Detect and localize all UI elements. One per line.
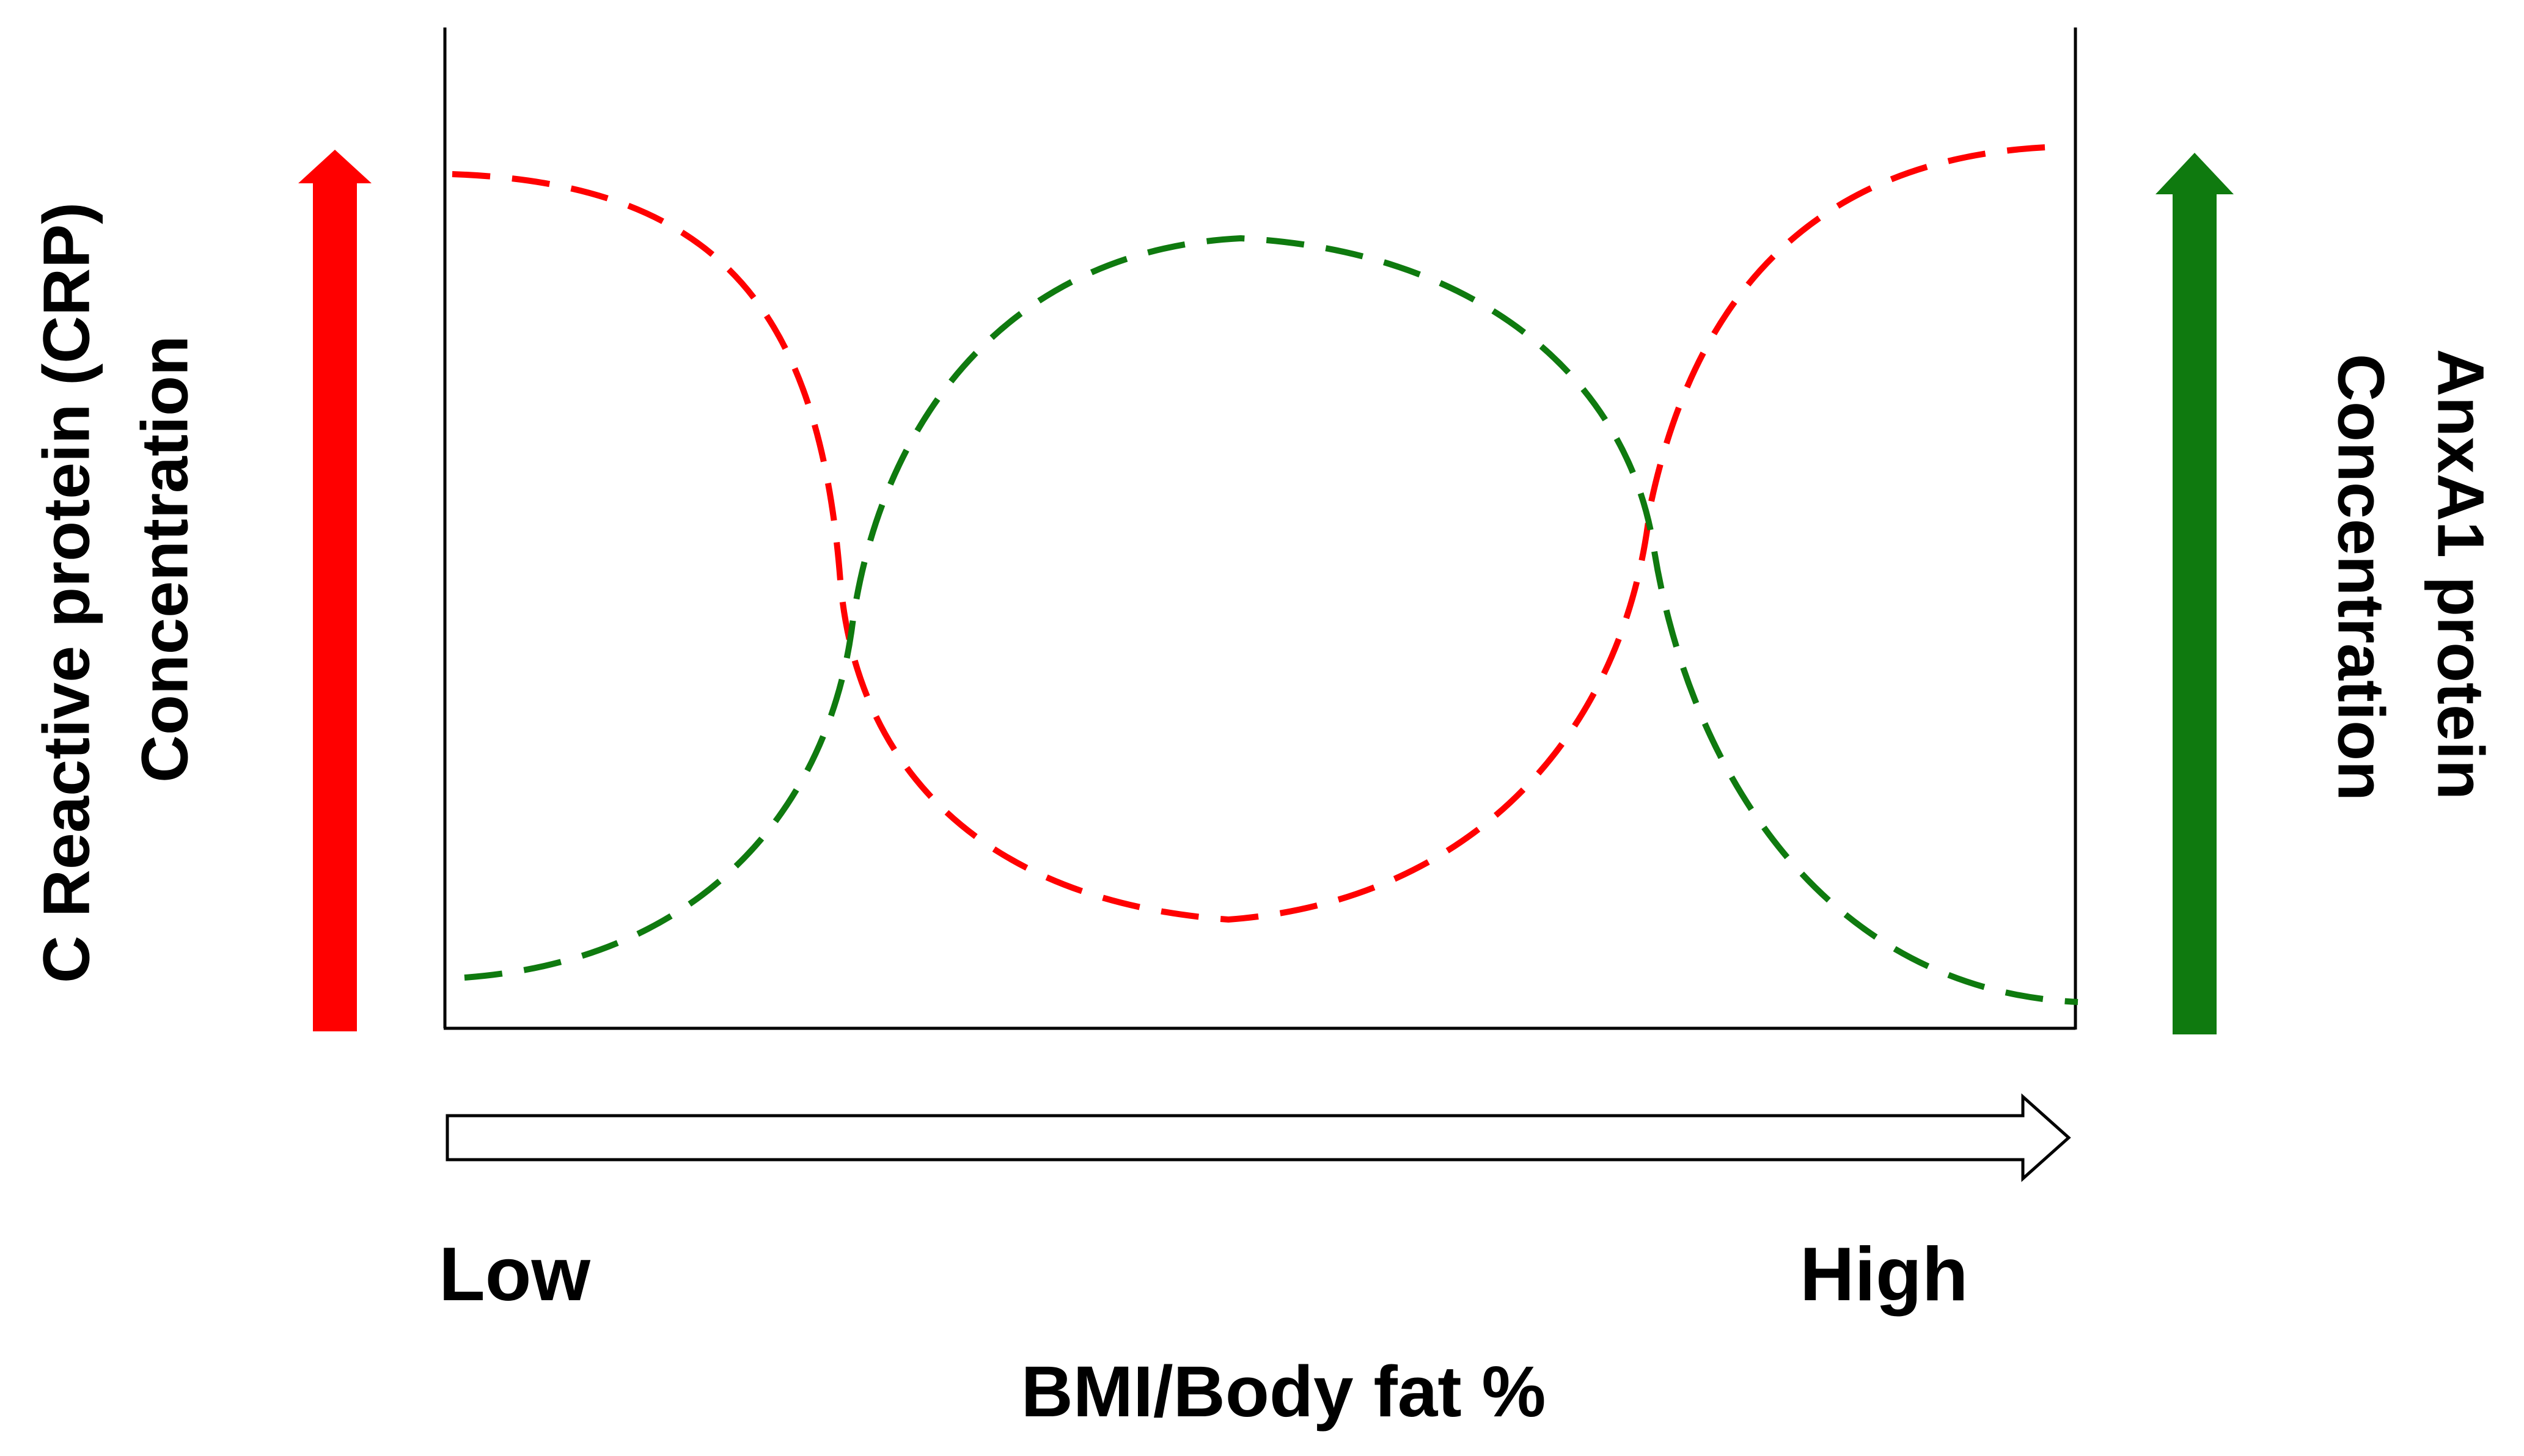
x-axis-title: BMI/Body fat % bbox=[1021, 1352, 1546, 1432]
x-axis-high-label: High bbox=[1800, 1232, 1968, 1317]
crp-up-arrow bbox=[298, 150, 372, 1031]
crp-arrow-head bbox=[298, 150, 372, 183]
crp-arrow-shaft bbox=[313, 182, 357, 1031]
anxa1-arrow-head bbox=[2155, 153, 2234, 194]
crp-curve bbox=[452, 144, 2063, 923]
crp-axis-concentration-label: Concentration bbox=[128, 335, 202, 783]
crp-axis-label: C Reactive protein (CRP) bbox=[29, 202, 103, 983]
anxa1-axis-concentration-label: Concentration bbox=[2324, 354, 2398, 801]
bmi-direction-arrow bbox=[446, 1093, 2071, 1182]
x-axis-low-label: Low bbox=[439, 1232, 590, 1317]
anxa1-up-arrow bbox=[2155, 153, 2234, 1034]
anxa1-curve bbox=[464, 235, 2078, 1005]
plot-frame bbox=[443, 27, 2077, 1030]
anxa1-axis-label: AnxA1 protein bbox=[2424, 349, 2498, 800]
anxa1-arrow-shaft bbox=[2173, 192, 2217, 1034]
